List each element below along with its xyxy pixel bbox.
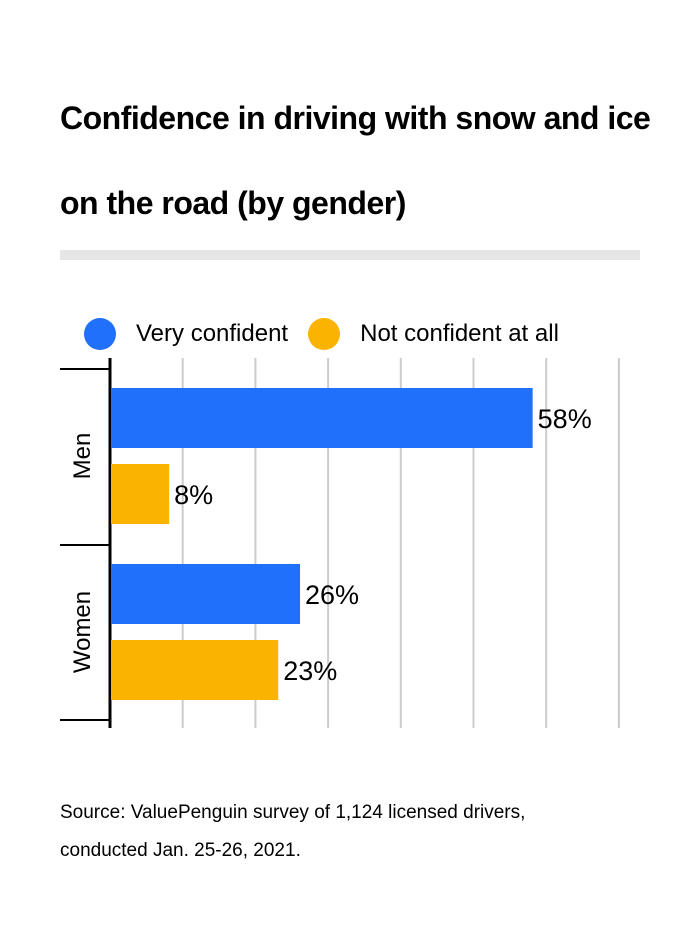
data-label-men-very-confident: 58% xyxy=(538,404,592,434)
bar-women-very-confident xyxy=(111,564,301,624)
data-label-women-not-confident: 23% xyxy=(283,656,337,686)
source-line-2: conducted Jan. 25-26, 2021. xyxy=(60,840,301,861)
legend-swatch-very-confident xyxy=(84,318,116,350)
source-note: Source: ValuePenguin survey of 1,124 lic… xyxy=(60,794,660,870)
data-label-women-very-confident: 26% xyxy=(305,580,359,610)
legend-item-very-confident: Very confident xyxy=(84,318,288,350)
chart-title: Confidence in driving with snow and ice … xyxy=(60,100,651,221)
title-divider xyxy=(60,250,640,260)
bar-men-very-confident xyxy=(111,388,533,448)
category-label-men: Men xyxy=(69,433,96,480)
source-line-1: Source: ValuePenguin survey of 1,124 lic… xyxy=(60,802,526,823)
legend-label-very-confident: Very confident xyxy=(136,320,289,347)
legend-swatch-not-confident xyxy=(308,318,341,350)
category-label-women: Women xyxy=(69,591,96,673)
data-label-men-not-confident: 8% xyxy=(174,480,213,510)
legend-item-not-confident: Not confident at all xyxy=(308,318,559,350)
bar-women-not-confident xyxy=(111,640,279,700)
legend: Very confident Not confident at all xyxy=(84,314,579,354)
bar-men-not-confident xyxy=(111,464,170,524)
legend-label-not-confident: Not confident at all xyxy=(360,320,559,347)
